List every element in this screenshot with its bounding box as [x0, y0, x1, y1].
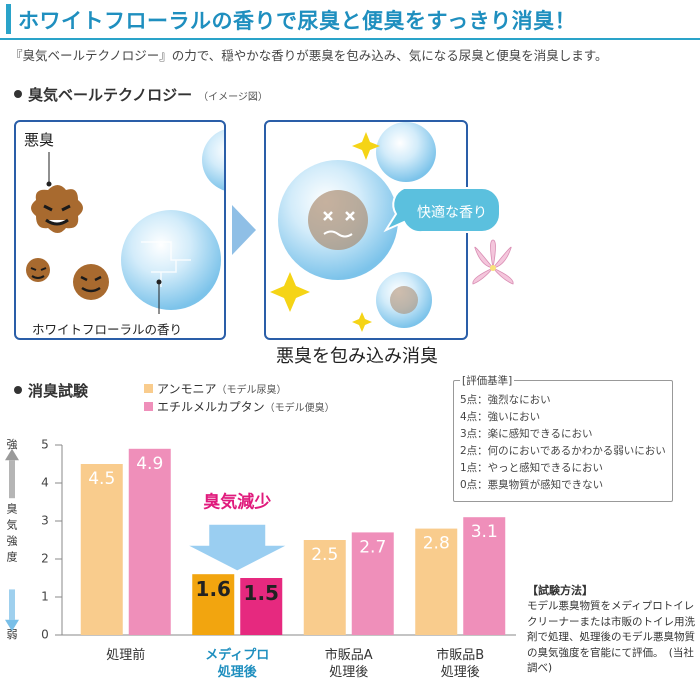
y-tick-label: 4 — [41, 476, 49, 490]
bad-odor-icon — [31, 185, 83, 233]
test-method-title: 【試験方法】 — [527, 584, 593, 597]
evaluation-criteria-box: [評価基準] 5点：強烈なにおい 4点：強いにおい 3点：楽に感知できるにおい … — [453, 373, 673, 502]
legend-label: アンモニア — [157, 382, 217, 396]
criteria-list: 5点：強烈なにおい 4点：強いにおい 3点：楽に感知できるにおい 2点：何のにお… — [460, 392, 666, 494]
x-category-label: 市販品A — [325, 647, 373, 663]
illustration-before: 悪臭 ホワイトフローラルの香り — [24, 129, 224, 337]
criteria-item: 5点：強烈なにおい — [460, 394, 551, 406]
x-category-label: 処理後 — [329, 665, 368, 680]
bar-value-label: 2.8 — [423, 534, 450, 554]
bar-value-label: 3.1 — [471, 522, 498, 542]
y-tick-label: 1 — [41, 590, 49, 604]
page-header: ホワイトフローラルの香りで尿臭と便臭をすっきり消臭！ — [0, 0, 700, 38]
legend-mercaptan: エチルメルカプタン（モデル便臭） — [144, 398, 335, 415]
comfort-fragrance-label: 快適な香り — [417, 204, 487, 221]
section-heading-technology: 臭気ベールテクノロジー （イメージ図） — [14, 84, 268, 105]
y-tick-label: 2 — [41, 552, 49, 566]
bad-odor-icon-small — [26, 258, 50, 282]
section-title: 消臭試験 — [28, 382, 89, 400]
illustration-panel-before: 悪臭 ホワイトフローラルの香り — [14, 120, 226, 340]
bullet-icon — [14, 90, 22, 98]
legend-ammonia: アンモニア（モデル尿臭） — [144, 380, 287, 397]
x-category-label: 処理前 — [106, 647, 145, 663]
bar — [415, 528, 458, 635]
title-accent-bar — [6, 4, 11, 34]
bar — [128, 448, 171, 635]
criteria-item: 0点：悪臭物質が感知できない — [460, 479, 604, 491]
axis-label-char: 臭 — [7, 502, 18, 516]
bar-value-label: 4.5 — [88, 469, 115, 489]
legend-label: エチルメルカプタン — [157, 400, 265, 414]
bar — [303, 540, 346, 635]
criteria-item: 2点：何のにおいであるかわかる弱いにおい — [460, 445, 666, 457]
fragrance-bubble-small-icon — [202, 129, 224, 191]
lily-flower-icon — [472, 239, 514, 285]
section-heading-test: 消臭試験 — [14, 380, 88, 401]
lead-text: 『臭気ベールテクノロジー』の力で、穏やかな香りが悪臭を包み込み、気になる尿臭と便… — [10, 48, 608, 63]
criteria-title-text: 評価基準 — [466, 375, 509, 387]
criteria-item: 1点：やっと感知できるにおい — [460, 462, 603, 474]
weak-arrow-icon — [5, 619, 19, 632]
weak-arrow-shaft — [9, 589, 15, 620]
bullet-icon — [14, 386, 22, 394]
bar-value-label: 2.7 — [359, 537, 386, 557]
legend-note: （モデル便臭） — [264, 403, 335, 414]
bar — [351, 532, 394, 635]
axis-label-char: 気 — [7, 518, 18, 532]
y-tick-label: 3 — [41, 514, 49, 528]
bar-value-label: 1.5 — [244, 581, 279, 605]
comfort-fragrance-bubble: 快適な香り — [383, 187, 501, 234]
axis-label-char: 強 — [7, 535, 18, 548]
test-method-text: モデル悪臭物質をメディプロトイレクリーナーまたは市販のトイレ用洗剤で処理、処理後… — [527, 600, 695, 674]
wrapped-odor-icon — [308, 190, 368, 250]
bar — [240, 578, 283, 635]
sparkle-icon — [270, 272, 310, 312]
x-category-label: 処理後 — [217, 664, 258, 680]
illustration-after — [270, 122, 436, 332]
reduction-label: 臭気減少 — [203, 492, 271, 513]
illustration-caption: 悪臭を包み込み消臭 — [276, 346, 438, 367]
legend-swatch — [144, 402, 153, 411]
axis-weak-label: 弱 — [7, 628, 18, 641]
fragrance-label: ホワイトフローラルの香り — [32, 322, 182, 337]
axis-strong-label: 強 — [7, 438, 18, 451]
illustration-panel-after — [264, 120, 468, 340]
section-note: （イメージ図） — [198, 92, 268, 103]
x-category-label: 処理後 — [441, 665, 480, 680]
x-category-label: 市販品B — [436, 647, 484, 663]
bad-odor-icon-medium — [73, 264, 109, 300]
bad-odor-label: 悪臭 — [24, 131, 54, 149]
bar — [192, 574, 235, 635]
bar — [463, 517, 506, 635]
criteria-item: 4点：強いにおい — [460, 411, 541, 423]
section-title: 臭気ベールテクノロジー — [28, 86, 193, 104]
strong-arrow-icon — [5, 448, 19, 461]
header-rule — [0, 38, 700, 40]
legend-note: （モデル尿臭） — [216, 385, 287, 396]
bar-value-label: 4.9 — [136, 454, 163, 474]
criteria-title: [評価基準] — [460, 373, 515, 388]
bar-value-label: 1.6 — [196, 577, 231, 601]
y-tick-label: 0 — [41, 628, 49, 642]
page-title: ホワイトフローラルの香りで尿臭と便臭をすっきり消臭！ — [18, 9, 577, 33]
axis-label-char: 度 — [7, 550, 18, 564]
y-tick-label: 5 — [41, 438, 49, 452]
x-category-label: メディプロ — [205, 647, 269, 663]
reduction-arrow-icon — [189, 524, 286, 571]
fragrance-bubble-icon — [376, 122, 436, 182]
legend-swatch — [144, 384, 153, 393]
bar — [80, 464, 123, 635]
strong-arrow-shaft — [9, 460, 15, 499]
arrow-right-icon — [232, 205, 256, 255]
criteria-item: 3点：楽に感知できるにおい — [460, 428, 593, 440]
sparkle-icon-2 — [352, 132, 380, 160]
sparkle-icon-3 — [352, 312, 372, 332]
bar-value-label: 2.5 — [311, 545, 338, 565]
